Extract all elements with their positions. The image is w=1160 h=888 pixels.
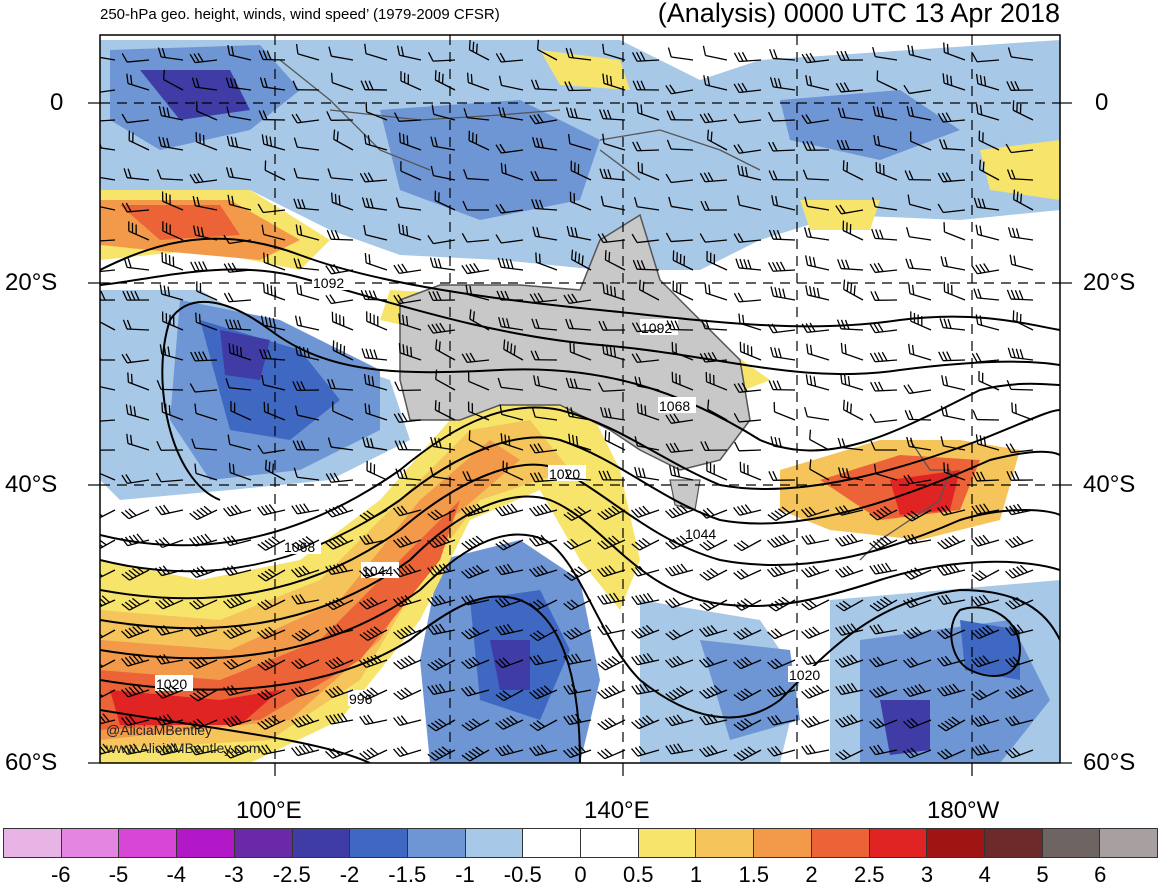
credit-handle: @AliciaMBentley	[106, 722, 212, 738]
colorbar-swatch	[119, 829, 177, 857]
colorbar-swatch	[639, 829, 697, 857]
colorbar-tick-label: -2.5	[273, 862, 311, 888]
colorbar-tick-label: 2	[805, 862, 817, 888]
colorbar-tick-label: 4	[979, 862, 991, 888]
colorbar-tick-label: 5	[1036, 862, 1048, 888]
colorbar-swatch	[408, 829, 466, 857]
colorbar-swatch	[754, 829, 812, 857]
lat-label-right: 60°S	[1083, 749, 1135, 777]
contour-label: 1020	[549, 466, 580, 482]
colorbar-swatch	[523, 829, 581, 857]
colorbar-swatch	[177, 829, 235, 857]
colorbar-tick-label: -5	[109, 862, 129, 888]
colorbar-tick-label: 1.5	[738, 862, 769, 888]
colorbar-swatch	[466, 829, 524, 857]
colorbar-swatch	[696, 829, 754, 857]
colorbar-tick-label: 0	[574, 862, 586, 888]
colorbar-swatch	[870, 829, 928, 857]
colorbar	[3, 828, 1158, 858]
contour-label: 1068	[659, 398, 690, 414]
lat-label-left: 40°S	[5, 471, 57, 499]
colorbar-tick-label: -1.5	[388, 862, 426, 888]
colorbar-swatch	[1100, 829, 1157, 857]
colorbar-swatch	[985, 829, 1043, 857]
lat-label-right: 40°S	[1083, 471, 1135, 499]
lon-label: 100°E	[236, 797, 302, 825]
colorbar-tick-label: -3	[224, 862, 244, 888]
lat-label-left: 60°S	[5, 749, 57, 777]
colorbar-tick-label: -0.5	[504, 862, 542, 888]
contour-label: 1020	[789, 667, 820, 683]
colorbar-tick-label: -1	[455, 862, 475, 888]
colorbar-tick-label: -4	[166, 862, 186, 888]
colorbar-swatch	[235, 829, 293, 857]
colorbar-tick-label: -6	[51, 862, 71, 888]
colorbar-swatch	[812, 829, 870, 857]
colorbar-swatch	[293, 829, 351, 857]
colorbar-swatch	[62, 829, 120, 857]
lat-label-right: 0	[1095, 89, 1108, 117]
lat-label-left: 20°S	[5, 269, 57, 297]
colorbar-swatch	[350, 829, 408, 857]
contour-label: 1092	[313, 275, 344, 291]
contour-label: 1044	[685, 526, 716, 542]
colorbar-tick-label: 3	[921, 862, 933, 888]
lon-label: 140°E	[584, 797, 650, 825]
contour-label: 1044	[362, 563, 393, 579]
colorbar-tick-label: 2.5	[854, 862, 885, 888]
colorbar-swatch	[1043, 829, 1101, 857]
lon-label: 180°W	[927, 797, 999, 825]
colorbar-tick-label: 0.5	[623, 862, 654, 888]
lat-label-left: 0	[50, 89, 63, 117]
colorbar-swatch	[927, 829, 985, 857]
colorbar-swatch	[581, 829, 639, 857]
colorbar-tick-label: 6	[1094, 862, 1106, 888]
lat-label-right: 20°S	[1083, 269, 1135, 297]
colorbar-tick-label: -2	[340, 862, 360, 888]
credit-website: www.AliciaMBentley.com	[106, 740, 261, 756]
colorbar-tick-label: 1	[690, 862, 702, 888]
colorbar-swatch	[4, 829, 62, 857]
